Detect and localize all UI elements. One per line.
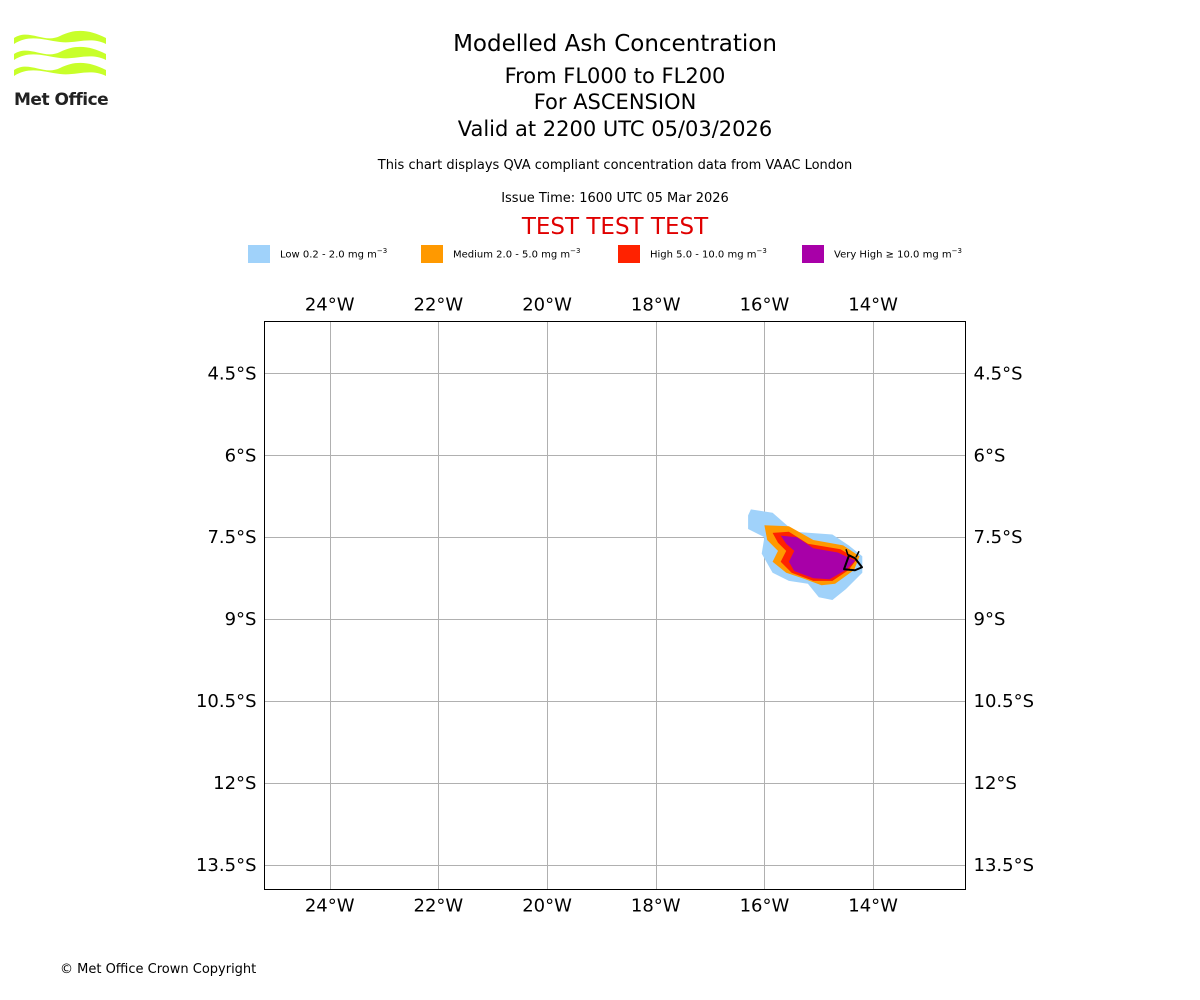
lon-tick-label-bottom: 18°W (631, 896, 681, 917)
ash-contour-very-high (780, 535, 856, 580)
lon-tick-label-bottom: 20°W (522, 896, 572, 917)
legend-swatch-very-high (802, 245, 824, 263)
lon-tick-label-top: 24°W (305, 295, 355, 316)
lon-tick-label-bottom: 14°W (848, 896, 898, 917)
legend-label-medium: Medium 2.0 - 5.0 mg m (453, 249, 571, 261)
map-frame (264, 321, 966, 890)
subtitle: This chart displays QVA compliant concen… (377, 158, 853, 173)
lon-tick-label-top: 16°W (740, 295, 790, 316)
copyright: © Met Office Crown Copyright (60, 962, 257, 977)
legend-item-medium: Medium 2.0 - 5.0 mg m−3 (421, 244, 580, 264)
lat-tick-label-right: 7.5°S (974, 527, 1023, 548)
lon-tick-label-top: 22°W (414, 295, 464, 316)
map-grid (264, 321, 966, 890)
valid-time: Valid at 2200 UTC 05/03/2026 (457, 117, 773, 141)
lon-tick-label-bottom: 24°W (305, 896, 355, 917)
lat-tick-label-left: 12°S (213, 773, 256, 794)
test-banner: TEST TEST TEST (521, 214, 709, 240)
lat-tick-label-right: 12°S (974, 773, 1017, 794)
chart-title: Modelled Ash Concentration (453, 31, 777, 57)
legend-swatch-high (618, 245, 640, 263)
met-office-waves-icon (14, 30, 106, 76)
lat-tick-label-right: 13.5°S (974, 855, 1035, 876)
flight-levels: From FL000 to FL200 (504, 64, 726, 88)
lon-tick-label-top: 14°W (848, 295, 898, 316)
lon-tick-label-bottom: 16°W (740, 896, 790, 917)
logo-wordmark: Met Office (14, 90, 109, 110)
legend-swatch-medium (421, 245, 443, 263)
lon-tick-label-top: 20°W (522, 295, 572, 316)
lat-tick-label-right: 4.5°S (974, 363, 1023, 384)
map-tick-labels: 24°W 24°W 22°W 22°W 20°W 20°W 18°W 18°W 16°W 16°W… (196, 295, 1034, 917)
ash-contours (748, 509, 863, 600)
lat-tick-label-left: 10.5°S (196, 691, 257, 712)
legend-item-low: Low 0.2 - 2.0 mg m−3 (248, 244, 387, 264)
legend-label-high: High 5.0 - 10.0 mg m (650, 249, 757, 261)
lat-tick-label-left: 7.5°S (207, 527, 256, 548)
lat-tick-label-left: 9°S (225, 609, 257, 630)
legend-swatch-low (248, 245, 270, 263)
volcano-icon (843, 549, 864, 572)
lat-tick-label-right: 9°S (974, 609, 1006, 630)
legend-label-very-high: Very High ≥ 10.0 mg m (834, 249, 952, 261)
lat-tick-label-left: 4.5°S (207, 363, 256, 384)
lat-tick-label-left: 6°S (225, 445, 257, 466)
lon-tick-label-bottom: 22°W (414, 896, 464, 917)
lat-tick-label-left: 13.5°S (196, 855, 257, 876)
lat-tick-label-right: 10.5°S (974, 691, 1035, 712)
legend-item-very-high: Very High ≥ 10.0 mg m−3 (802, 244, 962, 264)
met-office-logo: Met Office (14, 30, 109, 112)
legend-label-low: Low 0.2 - 2.0 mg m (280, 249, 377, 261)
lon-tick-label-top: 18°W (631, 295, 681, 316)
location: For ASCENSION (533, 90, 697, 114)
lat-tick-label-right: 6°S (974, 445, 1006, 466)
legend-item-high: High 5.0 - 10.0 mg m−3 (618, 244, 767, 264)
issue-time: Issue Time: 1600 UTC 05 Mar 2026 (501, 191, 729, 206)
